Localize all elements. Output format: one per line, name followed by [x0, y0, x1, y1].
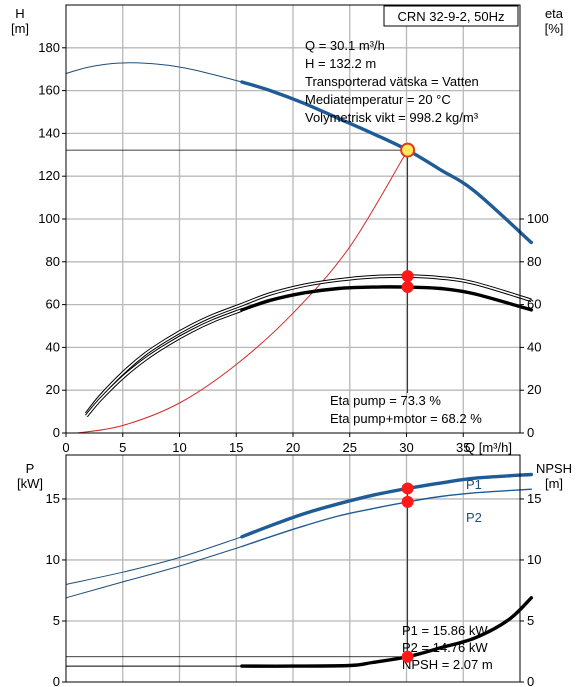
- p2-curve-label: P2: [466, 510, 482, 525]
- npsh-tick-label: 15: [527, 491, 541, 506]
- bottom-p1_thin-curve: [65, 536, 243, 585]
- h-tick-label: 80: [46, 254, 60, 269]
- duty-point-p1-marker: [401, 482, 414, 495]
- p1-value-text: P1 = 15.86 kW: [402, 623, 488, 638]
- x-tick-label: 20: [286, 440, 300, 455]
- duty-point-eta-pump-marker: [401, 270, 414, 283]
- top-h_op-curve: [240, 80, 533, 245]
- title-box: [383, 5, 519, 27]
- duty-point-markers: [400, 142, 416, 663]
- h-tick-label: 160: [38, 83, 60, 98]
- info-line-liquid: Transporterad vätska = Vatten: [305, 74, 479, 89]
- npsh-tick-label: 5: [527, 613, 534, 628]
- eta-tick-label: 0: [527, 425, 534, 440]
- bottom-npsh-curve: [240, 596, 533, 668]
- eta-tick-label: 40: [527, 339, 541, 354]
- top-eta_total-curve: [240, 285, 533, 312]
- npsh-tick-label: 10: [527, 552, 541, 567]
- p-axis-unit: [kW]: [17, 476, 43, 491]
- x-tick-label: 25: [343, 440, 357, 455]
- npsh-tick-label: 0: [527, 674, 534, 687]
- chart-title: CRN 32-9-2, 50Hz: [398, 9, 505, 24]
- x-tick-label: 30: [399, 440, 413, 455]
- duty-point-npsh-marker: [401, 650, 414, 663]
- npsh-value-text: NPSH = 2.07 m: [402, 657, 493, 672]
- bottom-p2_thin-curve: [65, 546, 243, 599]
- p-tick-label: 15: [46, 491, 60, 506]
- x-tick-label: 5: [119, 440, 126, 455]
- info-line-density: Volymetrisk vikt = 998.2 kg/m³: [305, 110, 479, 125]
- x-tick-label: 15: [229, 440, 243, 455]
- info-line-h: H = 132.2 m: [305, 56, 376, 71]
- p-tick-label: 0: [53, 674, 60, 687]
- duty-point-h-marker: [400, 142, 416, 158]
- h-tick-label: 20: [46, 382, 60, 397]
- npsh-axis-name: NPSH: [536, 461, 572, 476]
- eta-axis-name: eta: [545, 6, 564, 21]
- h-tick-label: 140: [38, 125, 60, 140]
- tick-labels: 0 5 10 15 20 25 30 3502040608010012014016018002…: [38, 40, 548, 687]
- p-axis-name: P: [26, 461, 35, 476]
- eta-total-text: Eta pump+motor = 68.2 %: [330, 411, 482, 426]
- h-tick-label: 0: [53, 425, 60, 440]
- eta-axis-unit: [%]: [545, 21, 564, 36]
- x-tick-label: 10: [172, 440, 186, 455]
- top-eta_total_thin-fill: [85, 309, 243, 417]
- p-tick-label: 5: [53, 613, 60, 628]
- p1-curve-label: P1: [466, 477, 482, 492]
- h-tick-label: 60: [46, 297, 60, 312]
- duty-point-eta-total-marker: [401, 281, 414, 294]
- bottom-p2-curve: [241, 488, 532, 548]
- eta-tick-label: 80: [527, 254, 541, 269]
- h-tick-label: 100: [38, 211, 60, 226]
- grid-lines: [66, 5, 520, 682]
- curve-layer: [65, 62, 533, 668]
- duty-point-p2-marker: [401, 495, 414, 508]
- top-eta_pump_thin-outline: [84, 302, 243, 415]
- x-tick-label: 35: [456, 440, 470, 455]
- h-axis-name: H: [15, 6, 24, 21]
- eta-pump-text: Eta pump = 73.3 %: [330, 393, 441, 408]
- top-eta_pump_thin-fill: [85, 303, 243, 415]
- q-axis-label: Q [m³/h]: [465, 440, 512, 455]
- top-eta_pump-fill: [241, 275, 532, 306]
- eta-tick-label: 60: [527, 297, 541, 312]
- h-tick-label: 120: [38, 168, 60, 183]
- x-tick-label: 0: [62, 440, 69, 455]
- eta-tick-label: 20: [527, 382, 541, 397]
- bottom-plot-frame: [65, 454, 521, 683]
- p-tick-label: 10: [46, 552, 60, 567]
- top-h_thin-curve: [65, 62, 243, 83]
- eta-tick-label: 100: [527, 211, 549, 226]
- top-system-curve: [76, 149, 409, 434]
- h-axis-unit: [m]: [11, 21, 29, 36]
- bottom-p1-curve: [240, 472, 533, 539]
- p2-value-text: P2 = 14.76 kW: [402, 640, 488, 655]
- npsh-axis-unit: [m]: [545, 476, 563, 491]
- top-eta_total_thin-outline: [85, 308, 243, 418]
- info-line-temp: Mediatemperatur = 20 °C: [305, 92, 451, 107]
- h-tick-label: 180: [38, 40, 60, 55]
- info-line-q: Q = 30.1 m³/h: [305, 38, 385, 53]
- h-tick-label: 40: [46, 339, 60, 354]
